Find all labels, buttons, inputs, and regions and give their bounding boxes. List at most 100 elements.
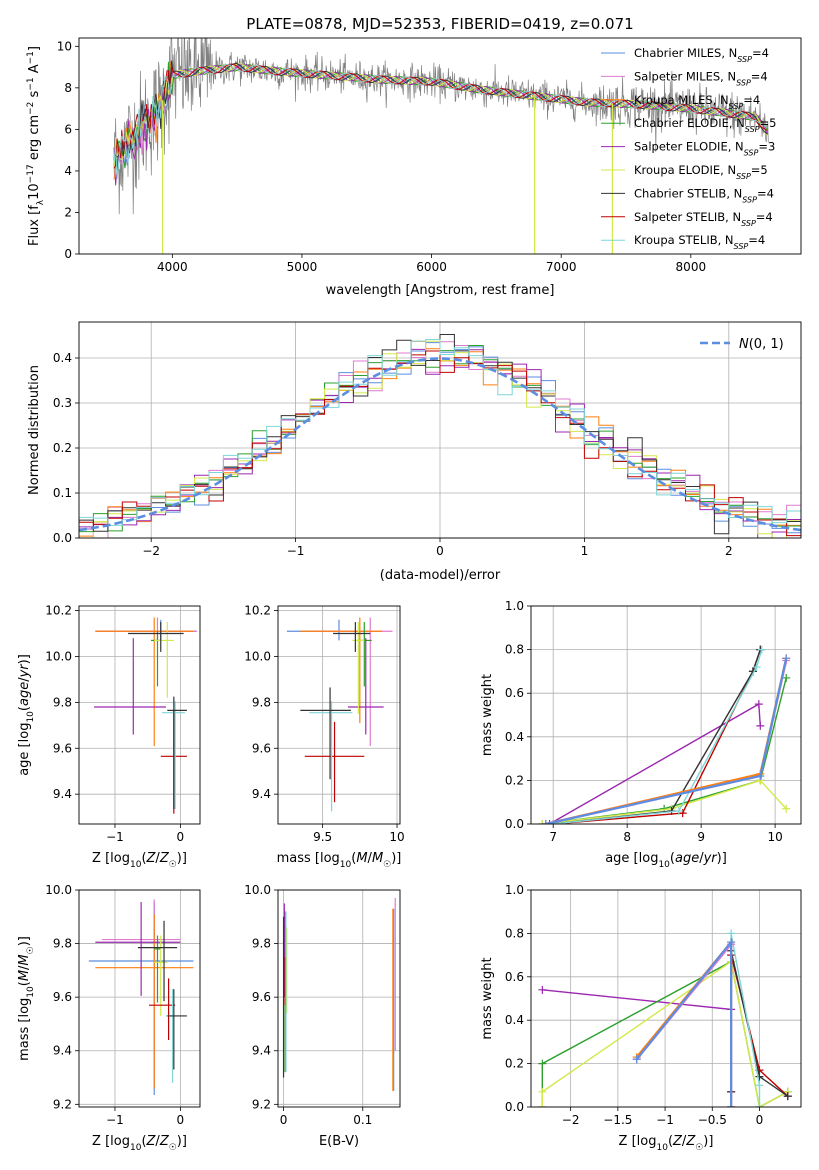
weight-vs-age-plot-area [538, 645, 791, 824]
legend-text-part: =4 [743, 93, 760, 107]
weight-marker [756, 721, 765, 730]
errorbar-point-salpeter_elodie [94, 638, 166, 735]
legend-text-part: SSP [744, 148, 759, 157]
errorbar-point-salpeter_elodie [347, 638, 384, 735]
spectrum-plot-area [113, 38, 769, 254]
y-tick-label: 0.0 [505, 817, 524, 831]
weight-marker [783, 1092, 792, 1101]
x-axis-label: Z [log10(Z/Z☉)] [619, 1134, 714, 1153]
label-part: ( [141, 1134, 146, 1149]
x-tick-label: 0.1 [353, 1113, 372, 1127]
label-part: ( [17, 981, 32, 986]
weight-marker [752, 663, 761, 672]
label-part: λ [36, 199, 46, 205]
y-tick-label: 9.6 [53, 741, 72, 755]
legend-text-part: =4 [756, 210, 773, 224]
y-tick-label: 2 [64, 205, 72, 219]
y-tick-label: 9.6 [53, 990, 72, 1004]
y-tick-label: 10.2 [45, 604, 72, 618]
label-part: Z [159, 851, 170, 866]
y-tick-label: 1.0 [505, 883, 524, 897]
y-tick-label: 0.6 [505, 970, 524, 984]
figure-title: PLATE=0878, MJD=52353, FIBERID=0419, z=0… [246, 15, 633, 33]
legend-text-part: Chabrier MILES, N [634, 46, 737, 60]
label-part: −17 [26, 164, 36, 183]
label-part: ☉ [169, 860, 177, 870]
y-axis-label: age [log10(age/yr)] [17, 654, 36, 776]
axes-frame [78, 889, 201, 1108]
label-part: ( [17, 706, 32, 711]
legend-text-part: SSP [736, 172, 751, 181]
weight-marker [782, 654, 791, 663]
x-axis-label: mass [log10(M/M☉)] [277, 851, 402, 870]
y-tick-label: 0.4 [53, 351, 72, 365]
errorbar-point-kroupa_miles [95, 914, 194, 1089]
label-part: yr [703, 851, 719, 866]
errorbar-point-chabrier_stelib [167, 696, 187, 810]
legend-text-part: Salpeter ELODIE, N [634, 140, 744, 154]
x-tick-label: 5000 [287, 260, 318, 274]
y-axis-label: mass [log10(M/M☉)] [17, 936, 36, 1061]
y-tick-label: 9.8 [53, 695, 72, 709]
errorbar-point-kroupa_miles [95, 617, 194, 746]
age-vs-z-axes: −1 09.49.69.810.010.2Z [log10(Z/Z☉)]age [… [17, 604, 201, 870]
label-part: / [155, 1134, 160, 1149]
legend-text-part: =3 [758, 140, 775, 154]
label-part: Z [146, 851, 157, 866]
label-part: Z [685, 1134, 696, 1149]
x-axis-label: Z [log10(Z/Z☉)] [92, 1134, 187, 1153]
weight-marker [538, 820, 547, 824]
axes-frame [277, 889, 401, 1108]
weight-marker [782, 673, 791, 682]
y-tick-label: 0.2 [53, 441, 72, 455]
weight-marker [727, 1103, 736, 1107]
weight-marker [727, 938, 736, 947]
x-axis-label: wavelength [Angstrom, rest frame] [326, 283, 555, 298]
y-tick-label: 9.8 [252, 695, 271, 709]
label-part: / [368, 851, 373, 866]
errorbar-point-chabrier_stelib [167, 989, 187, 1070]
errorbar-point-kroupa_stelib [309, 701, 353, 812]
errorbar-point-kroupa_miles [300, 617, 383, 724]
y-tick-label: 0.0 [505, 1100, 524, 1114]
label-part: 10 [340, 860, 352, 870]
x-tick-label: −1 [106, 830, 124, 844]
legend-label-salpeter_miles: Salpeter MILES, NSSP=4 [634, 69, 768, 87]
label-part: −1 [26, 77, 36, 90]
label-part: A [27, 64, 42, 77]
y-tick-label: 0.2 [505, 773, 524, 787]
axes-frame [277, 605, 401, 825]
y-tick-label: 9.2 [53, 1097, 72, 1111]
y-tick-label: 9.4 [53, 787, 72, 801]
errorbar-point-salpeter_stelib [148, 978, 176, 1041]
x-tick-label: 10 [389, 830, 404, 844]
model-spectrum-chabrier_stelib [113, 60, 768, 158]
y-tick-label: 6 [64, 122, 72, 136]
y-tick-label: 9.6 [252, 741, 271, 755]
legend-text-part: SSP [736, 78, 751, 87]
label-part: 10 [26, 986, 36, 998]
y-tick-label: 4 [64, 164, 72, 178]
legend-label-chabrier_stelib: Chabrier STELIB, NSSP=4 [634, 186, 774, 204]
legend-text-part: =4 [752, 46, 769, 60]
legend-text-part: =5 [751, 163, 768, 177]
label-part: −1 [26, 51, 36, 64]
y-tick-label: 9.2 [252, 1097, 271, 1111]
legend-text-part: SSP [734, 242, 749, 251]
legend-text-part: (0, 1) [749, 337, 784, 352]
weight-marker [545, 820, 554, 824]
weight-line [553, 649, 763, 824]
y-tick-label: 0.1 [53, 486, 72, 500]
label-part: M [17, 970, 32, 981]
weight-marker [754, 700, 763, 709]
y-tick-label: 10 [57, 39, 72, 53]
y-axis-label: Normed distribution [27, 365, 42, 495]
x-tick-label: 8000 [676, 260, 707, 274]
y-tick-label: 0 [64, 247, 72, 261]
x-tick-label: 7000 [546, 260, 577, 274]
label-part: 10 [130, 1143, 142, 1153]
y-axis-label: mass weight [480, 674, 495, 756]
label-part: s [27, 90, 42, 101]
legend-label-salpeter_stelib: Salpeter STELIB, NSSP=4 [634, 210, 773, 228]
